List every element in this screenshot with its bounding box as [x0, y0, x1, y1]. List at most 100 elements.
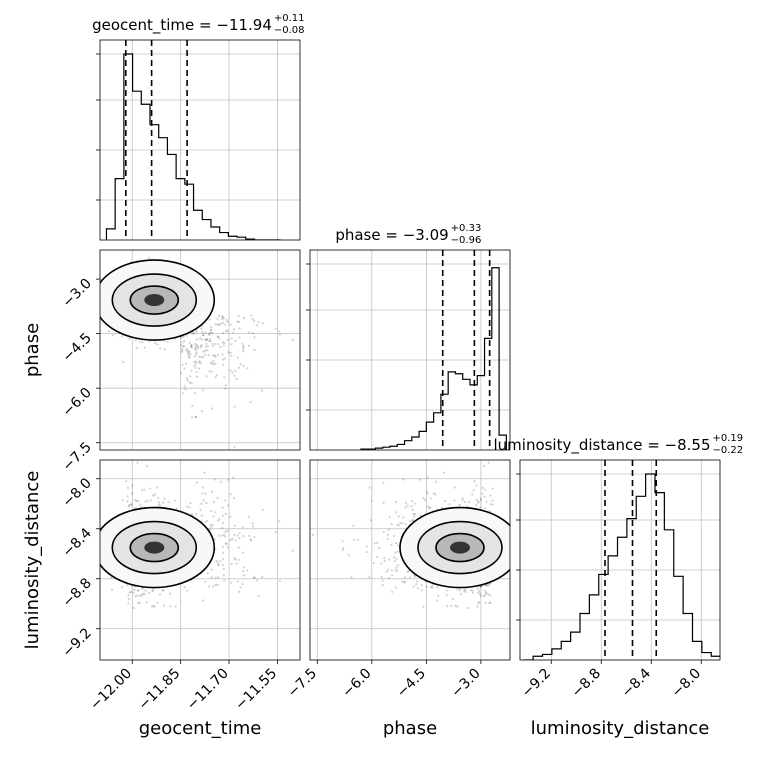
histogram-phase [360, 267, 507, 450]
sample-point [404, 506, 407, 509]
sample-point [479, 499, 483, 502]
sample-point [387, 558, 391, 561]
sample-point [390, 523, 393, 526]
sample-point [485, 591, 488, 594]
sample-point [491, 487, 494, 490]
sample-point [236, 534, 239, 537]
sample-point [485, 592, 488, 595]
sample-point [212, 501, 215, 504]
sample-point [201, 389, 205, 392]
sample-point [190, 344, 193, 347]
sample-point [211, 524, 214, 527]
sample-point [397, 524, 400, 527]
sample-point [127, 597, 131, 601]
sample-point [195, 360, 198, 364]
sample-point [208, 370, 211, 373]
sample-point [426, 505, 430, 508]
sample-point [200, 410, 204, 413]
sample-point [429, 586, 433, 589]
sample-point [394, 501, 397, 504]
sample-point [190, 344, 193, 347]
sample-point [425, 585, 428, 588]
sample-point [238, 327, 241, 330]
sample-point [250, 314, 253, 317]
sample-point [161, 589, 164, 592]
sample-point [230, 354, 233, 357]
sample-point [257, 594, 260, 597]
sample-point [153, 493, 156, 496]
sample-point [431, 584, 434, 587]
sample-point [216, 576, 220, 579]
sample-point [203, 471, 206, 474]
sample-point [461, 499, 464, 502]
sample-point [219, 480, 222, 483]
sample-point [399, 521, 402, 525]
sample-point [188, 355, 191, 358]
sample-point [221, 534, 224, 537]
sample-point [188, 349, 191, 352]
sample-point [200, 356, 203, 359]
sample-point [195, 338, 198, 341]
sample-point [184, 388, 187, 391]
sample-point [485, 584, 488, 587]
sample-point [238, 366, 241, 369]
sample-point [194, 415, 197, 418]
sample-point [397, 544, 400, 547]
sample-point [226, 338, 229, 341]
sample-point [261, 508, 264, 511]
sample-point [238, 536, 241, 540]
sample-point [226, 320, 229, 323]
y-axis-label-phase: phase [22, 323, 43, 377]
sample-point [227, 504, 230, 507]
sample-point [138, 340, 141, 343]
sample-point [180, 347, 183, 350]
sample-point [238, 590, 241, 593]
sample-point [471, 493, 474, 496]
sample-point [193, 332, 196, 335]
sample-point [477, 501, 480, 504]
sample-point [475, 498, 478, 501]
sample-point [210, 407, 213, 410]
sample-point [482, 594, 485, 598]
sample-point [157, 497, 160, 500]
sample-point [379, 562, 383, 565]
sample-point [188, 381, 191, 384]
sample-point [169, 592, 172, 595]
sample-point [190, 416, 194, 419]
sample-point [415, 583, 418, 586]
sample-point [396, 550, 399, 553]
sample-point [210, 490, 214, 493]
sample-point [218, 337, 221, 340]
sample-point [214, 355, 217, 358]
sample-point [429, 497, 432, 500]
sample-point [191, 404, 194, 408]
sample-point [143, 346, 146, 349]
sample-point [144, 500, 147, 503]
x-tick-label: −8.4 [619, 665, 654, 700]
sample-point [469, 589, 472, 592]
sample-point [410, 505, 413, 508]
sample-point [482, 464, 486, 468]
title-plus: +0.33 [451, 223, 482, 234]
sample-point [110, 576, 113, 579]
sample-point [477, 589, 481, 592]
sample-point [416, 580, 419, 583]
sample-point [261, 322, 264, 325]
sample-point [195, 353, 198, 356]
sample-point [481, 492, 484, 495]
sample-point [129, 503, 133, 506]
sample-point [186, 379, 189, 382]
sample-point [242, 534, 245, 538]
sample-point [158, 503, 161, 506]
sample-point [209, 329, 213, 332]
sample-point [195, 370, 198, 374]
sample-point [128, 338, 131, 341]
sample-point [435, 599, 439, 602]
sample-point [187, 356, 191, 359]
x-tick-label: −8.0 [669, 666, 704, 701]
sample-point [411, 508, 414, 512]
sample-point [219, 322, 222, 325]
sample-point [141, 341, 144, 344]
title-minus: −0.22 [713, 445, 744, 456]
sample-point [152, 604, 155, 607]
